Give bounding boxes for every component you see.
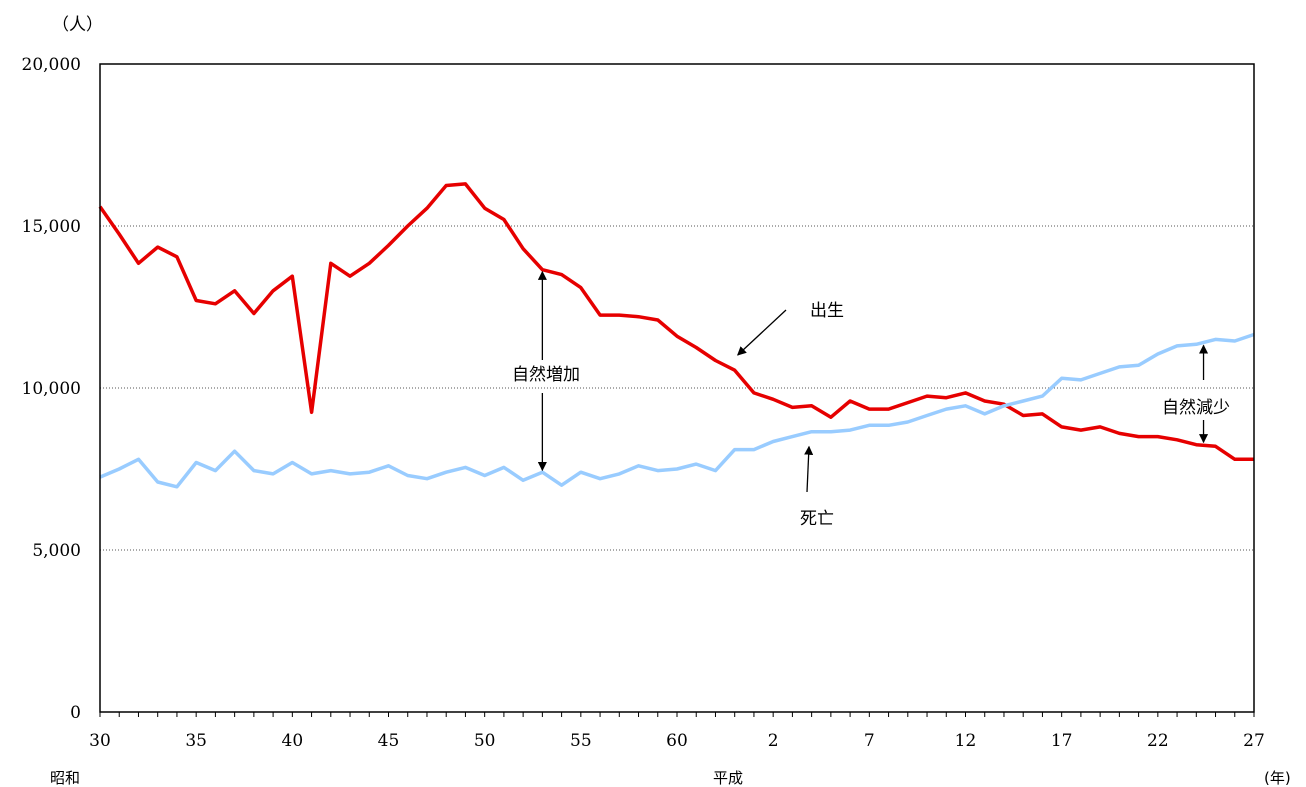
death-series-label: 死亡 <box>800 509 834 529</box>
x-tick-label: 55 <box>570 731 592 751</box>
x-tick-label: 27 <box>1243 731 1265 751</box>
y-tick-labels: 0 5,000 10,000 15,000 20,000 <box>22 55 81 723</box>
y-tick-label: 20,000 <box>22 55 81 75</box>
birth-series-line <box>98 182 1254 462</box>
y-tick-label: 5,000 <box>32 541 81 561</box>
x-tick-label: 35 <box>185 731 207 751</box>
x-tick-label: 12 <box>955 731 977 751</box>
era-label: (年) <box>1264 769 1291 787</box>
y-tick-label: 10,000 <box>22 379 81 399</box>
death-series-line <box>99 332 1255 489</box>
x-tick-label: 60 <box>666 731 688 751</box>
x-tick-label: 22 <box>1147 731 1169 751</box>
x-tick-label: 30 <box>89 731 111 751</box>
x-tick-label: 50 <box>474 731 496 751</box>
death-pointer-arrow <box>804 445 814 493</box>
plot-frame <box>99 63 1255 713</box>
x-tick-label: 40 <box>282 731 304 751</box>
y-axis-unit: （人） <box>52 15 103 35</box>
series-lines <box>98 182 1255 489</box>
natural-decrease-label: 自然減少 <box>1162 398 1230 418</box>
x-tick-label: 2 <box>768 731 779 751</box>
annotations: 出生 死亡 自然増加 自然減少 <box>512 270 1230 529</box>
era-labels: 昭和 平成 (年) <box>50 769 1291 787</box>
plot-border <box>99 63 1255 713</box>
era-label: 昭和 <box>50 769 80 787</box>
x-ticks: 30 35 40 45 50 55 60 2 7 12 17 22 27 <box>89 712 1265 751</box>
x-tick-label: 7 <box>864 731 875 751</box>
birth-pointer-arrow <box>737 309 787 356</box>
x-tick-label: 45 <box>378 731 400 751</box>
natural-increase-label: 自然増加 <box>512 365 580 385</box>
birth-series-label: 出生 <box>810 301 844 321</box>
y-tick-label: 15,000 <box>22 217 81 237</box>
x-tick-label: 17 <box>1051 731 1073 751</box>
y-tick-label: 0 <box>70 703 81 723</box>
era-label: 平成 <box>713 769 743 787</box>
gridlines <box>100 225 1254 551</box>
